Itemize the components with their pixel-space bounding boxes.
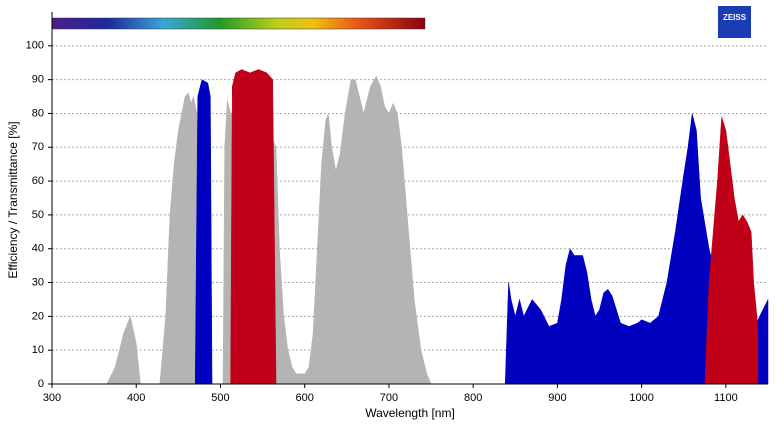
logo-box bbox=[718, 6, 751, 38]
y-tick-label: 70 bbox=[32, 141, 44, 153]
x-tick-label: 600 bbox=[296, 392, 314, 404]
y-tick-label: 0 bbox=[38, 378, 44, 390]
x-tick-label: 300 bbox=[43, 392, 61, 404]
x-tick-label: 400 bbox=[127, 392, 145, 404]
x-tick-label: 700 bbox=[380, 392, 398, 404]
x-tick-label: 1000 bbox=[629, 392, 653, 404]
x-tick-label: 800 bbox=[464, 392, 482, 404]
y-tick-label: 100 bbox=[26, 40, 44, 52]
y-tick-label: 20 bbox=[32, 310, 44, 322]
y-axis-label: Efficiency / Transmittance [%] bbox=[6, 121, 20, 278]
x-tick-label: 500 bbox=[211, 392, 229, 404]
x-tick-label: 900 bbox=[548, 392, 566, 404]
y-tick-label: 80 bbox=[32, 107, 44, 119]
y-tick-label: 90 bbox=[32, 74, 44, 86]
logo: ZEISS bbox=[723, 13, 747, 22]
y-tick-label: 30 bbox=[32, 276, 44, 288]
spectrum-bar bbox=[51, 17, 426, 30]
spectrum-area bbox=[230, 69, 759, 385]
y-tick-label: 10 bbox=[32, 344, 44, 356]
x-tick-label: 1100 bbox=[714, 392, 738, 404]
y-tick-label: 40 bbox=[32, 243, 44, 255]
x-axis-label: Wavelength [nm] bbox=[365, 406, 455, 420]
y-tick-label: 50 bbox=[32, 209, 44, 221]
y-tick-label: 60 bbox=[32, 175, 44, 187]
